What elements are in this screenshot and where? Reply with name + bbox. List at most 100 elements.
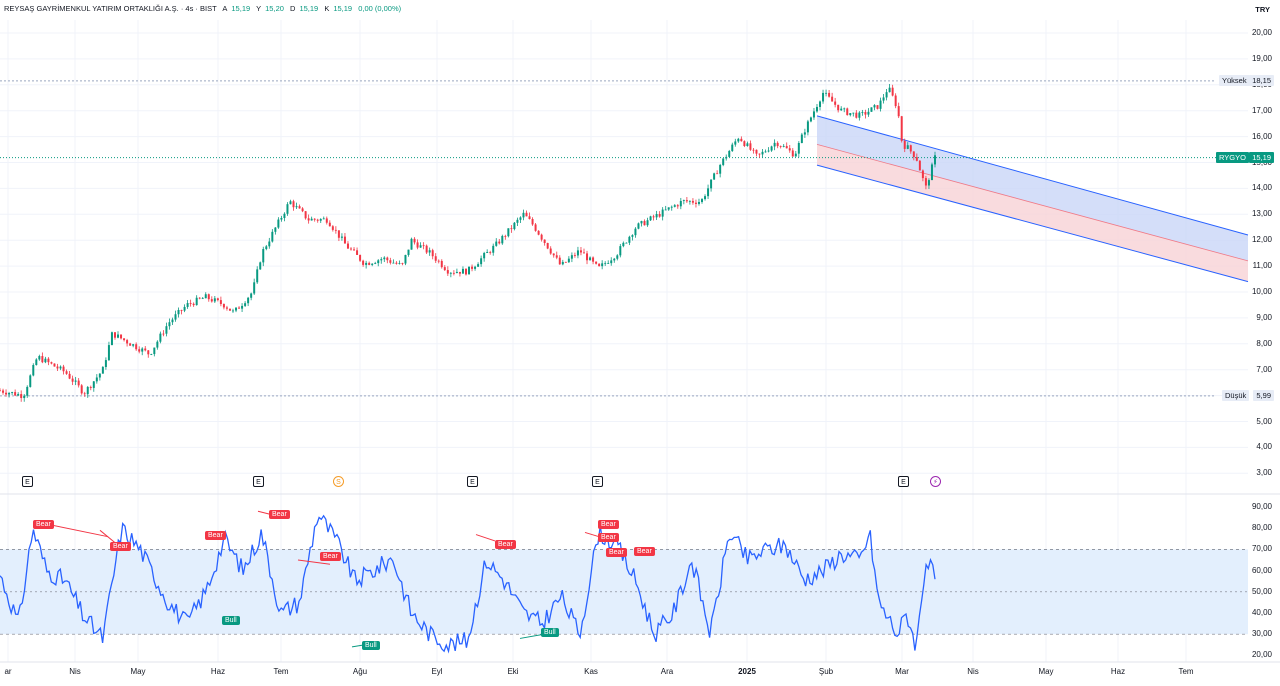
time-axis-label[interactable]: Eyl <box>431 667 443 676</box>
candle-body <box>77 380 80 386</box>
time-axis-label[interactable]: Mar <box>895 667 909 676</box>
candle-body <box>126 340 129 344</box>
time-axis-label[interactable]: Eki <box>507 667 519 676</box>
candle-body <box>543 239 546 243</box>
candle-body <box>337 230 340 238</box>
divergence-bear-badge[interactable]: Bear <box>33 520 54 529</box>
price-axis-label[interactable]: 14,00 <box>1251 183 1272 193</box>
candle-body <box>129 343 132 346</box>
event-earnings-icon[interactable]: E <box>592 476 603 487</box>
divergence-bear-badge[interactable]: Bear <box>598 520 619 529</box>
price-axis-label[interactable]: 11,00 <box>1252 261 1272 271</box>
divergence-bear-badge[interactable]: Bear <box>320 552 341 561</box>
candle-body <box>903 140 906 149</box>
divergence-bear-badge[interactable]: Bear <box>269 510 290 519</box>
candle-body <box>770 146 773 151</box>
price-axis-label[interactable]: 5,00 <box>1256 416 1272 426</box>
symbol-price-tag[interactable]: RYGYO <box>1216 151 1249 163</box>
time-axis-label[interactable]: Ağu <box>352 667 368 676</box>
rsi-axis-label[interactable]: 80,00 <box>1251 523 1272 533</box>
price-axis-label[interactable]: 17,00 <box>1251 105 1272 115</box>
currency-label[interactable]: TRY <box>1255 5 1270 14</box>
high-label: Y <box>256 4 262 13</box>
price-axis-label[interactable]: 20,00 <box>1251 28 1272 37</box>
candle-body <box>897 106 900 117</box>
rsi-axis-label[interactable]: 30,00 <box>1251 629 1272 639</box>
candle-body <box>401 263 404 264</box>
candle-body <box>219 300 222 305</box>
rsi-axis-label[interactable]: 20,00 <box>1251 650 1272 660</box>
time-axis-label[interactable]: ar <box>4 667 12 676</box>
time-axis-label[interactable]: Tem <box>1178 667 1194 676</box>
time-axis-label[interactable]: 2025 <box>738 667 756 676</box>
divergence-bull-badge[interactable]: Bull <box>222 616 240 625</box>
divergence-bull-badge[interactable]: Bull <box>362 641 380 650</box>
time-axis-label[interactable]: Haz <box>1110 667 1126 676</box>
time-axis-label[interactable]: Nis <box>69 667 81 676</box>
candle-body <box>386 257 389 261</box>
time-axis-label[interactable]: Haz <box>210 667 226 676</box>
low-marker-value: 5,99 <box>1253 389 1274 401</box>
channel-upper-line <box>816 115 1249 236</box>
price-axis-label[interactable]: 16,00 <box>1251 131 1272 141</box>
rsi-axis-label[interactable]: 60,00 <box>1251 565 1272 575</box>
rsi-axis-label[interactable]: 90,00 <box>1251 502 1272 511</box>
candle-body <box>464 268 467 275</box>
time-axis-label[interactable]: Nis <box>967 667 979 676</box>
divergence-bull-badge[interactable]: Bull <box>541 628 559 637</box>
candle-body <box>41 356 44 363</box>
divergence-bear-badge[interactable]: Bear <box>634 547 655 556</box>
candle-body <box>831 96 834 102</box>
price-axis-label[interactable]: 19,00 <box>1251 53 1272 63</box>
price-axis-label[interactable]: 8,00 <box>1256 338 1272 348</box>
time-axis-label[interactable]: Tem <box>273 667 289 676</box>
event-earnings-icon[interactable]: E <box>22 476 33 487</box>
rsi-axis-label[interactable]: 50,00 <box>1251 586 1272 596</box>
price-axis-label[interactable]: 9,00 <box>1256 312 1272 322</box>
price-axis-label[interactable]: 3,00 <box>1256 468 1272 478</box>
divergence-bear-badge[interactable]: Bear <box>110 542 131 551</box>
rsi-axis-label[interactable]: 40,00 <box>1251 608 1272 617</box>
divergence-bear-badge[interactable]: Bear <box>598 533 619 542</box>
event-dividend-icon[interactable]: S <box>333 476 344 487</box>
candle-body <box>371 263 374 265</box>
candle-body <box>92 381 95 388</box>
event-earnings-icon[interactable]: E <box>253 476 264 487</box>
price-axis-label[interactable]: 13,00 <box>1251 209 1272 219</box>
divergence-bear-badge[interactable]: Bear <box>606 548 627 557</box>
event-earnings-icon[interactable]: E <box>467 476 478 487</box>
time-axis-label[interactable]: Kas <box>584 667 598 676</box>
price-axis-label[interactable]: 7,00 <box>1256 364 1272 374</box>
candle-body <box>461 268 464 274</box>
price-axis-label[interactable]: 10,00 <box>1251 287 1272 296</box>
candle-body <box>652 216 655 218</box>
high-marker-label: Yüksek <box>1219 74 1250 86</box>
rsi-axis-label[interactable]: 70,00 <box>1251 544 1272 554</box>
event-split-icon[interactable]: ⚡ <box>930 476 941 487</box>
candle-body <box>873 105 876 108</box>
time-axis-label[interactable]: Şub <box>818 667 834 676</box>
symbol-title[interactable]: REYSAŞ GAYRİMENKUL YATIRIM ORTAKLIĞI A.Ş… <box>4 4 217 13</box>
candle-body <box>368 262 371 265</box>
last-price-tag[interactable]: 15,19 <box>1249 151 1274 163</box>
candle-body <box>235 307 238 311</box>
candle-body <box>0 390 1 392</box>
candle-body <box>879 100 882 109</box>
event-earnings-icon[interactable]: E <box>898 476 909 487</box>
time-axis-label[interactable]: May <box>130 667 146 676</box>
divergence-bear-badge[interactable]: Bear <box>205 531 226 540</box>
price-axis-label[interactable]: 4,00 <box>1256 442 1272 452</box>
candle-body <box>552 253 555 256</box>
divergence-bear-badge[interactable]: Bear <box>495 540 516 549</box>
candle-body <box>189 303 192 304</box>
candle-body <box>688 200 691 202</box>
time-axis-label[interactable]: May <box>1038 667 1054 676</box>
candle-body <box>864 112 867 115</box>
candle-body <box>195 297 198 306</box>
time-axis-label[interactable]: Ara <box>660 667 674 676</box>
candle-body <box>428 250 431 253</box>
candle-body <box>613 258 616 261</box>
price-axis-label[interactable]: 12,00 <box>1251 235 1272 245</box>
